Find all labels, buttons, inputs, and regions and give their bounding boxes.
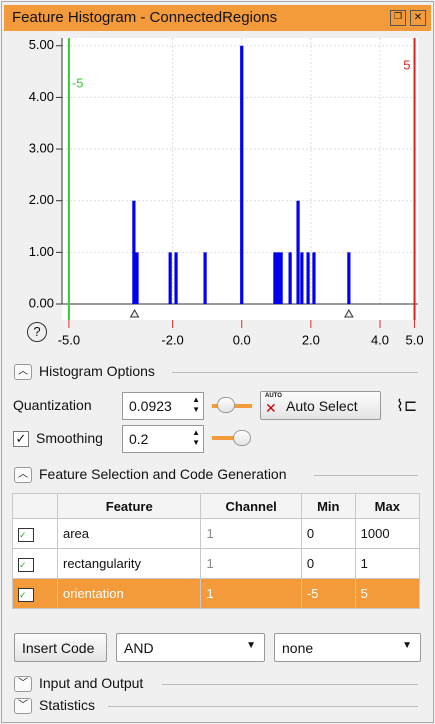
header-cell: Max (354, 493, 421, 519)
section-title: Feature Selection and Code Generation (39, 466, 287, 482)
header-cell: Channel (200, 493, 302, 519)
upper-threshold-label: 5 (403, 57, 410, 72)
section-title: Histogram Options (39, 363, 155, 379)
help-button[interactable]: ? (27, 322, 47, 342)
bar (347, 252, 351, 304)
auto-select-button[interactable]: AUTO ✕ Auto Select (260, 391, 381, 420)
header-cell: Feature (56, 493, 202, 519)
x-tick-label: 4.0 (371, 332, 389, 347)
range-marker (344, 308, 354, 318)
table-row[interactable]: ✓ orientation 1 -5 5 (12, 578, 421, 609)
checkbox[interactable]: ✓ (13, 431, 29, 447)
table-cell: rectangularity (56, 548, 202, 579)
table-cell: 1 (354, 548, 421, 579)
bar (300, 252, 304, 304)
float-button[interactable]: ❐ (390, 10, 406, 26)
target-combo[interactable]: none ▼ (274, 633, 421, 662)
lower-threshold-label: -5 (72, 75, 84, 90)
plot-background (62, 38, 418, 320)
button-label: Auto Select (286, 398, 358, 414)
table-cell: orientation (56, 578, 202, 609)
x-tick-label: 0.0 (233, 332, 251, 347)
table-cell: 1000 (354, 518, 421, 549)
y-tick-label: 1.00 (29, 244, 54, 259)
close-button[interactable]: ✕ (410, 10, 426, 26)
spinbox[interactable]: 0.2 ▲ ▼ (122, 425, 204, 453)
spinbox-value: 0.0923 (129, 398, 172, 414)
x-tick-label: 5.0 (406, 332, 424, 347)
y-tick-label: 4.00 (29, 89, 54, 104)
bar (203, 252, 207, 304)
button-label: Insert Code (22, 640, 95, 656)
slider[interactable] (212, 436, 236, 440)
feature-icon: ✓ (12, 578, 58, 609)
feature-icon: ✓ (12, 518, 58, 549)
table-cell: -5 (300, 578, 356, 609)
bar (240, 45, 244, 305)
icon: ✕ (265, 400, 277, 416)
operator-combo[interactable]: AND ▼ (116, 633, 265, 662)
table-cell: 1 (200, 518, 302, 549)
window-title: Feature Histogram - ConnectedRegions (12, 9, 278, 26)
expand-button[interactable]: ﹀ (14, 676, 32, 692)
bar (279, 252, 283, 304)
bar (132, 200, 136, 304)
table-cell: 1 (200, 548, 302, 579)
section-title: Statistics (39, 697, 96, 713)
combo-value: AND (124, 640, 154, 656)
separator (162, 684, 418, 685)
table-row[interactable]: ✓ rectangularity 1 0 1 (12, 548, 421, 579)
header-cell: Min (300, 493, 356, 519)
bar (168, 252, 172, 304)
table-cell: 0 (300, 518, 356, 549)
bar (312, 252, 316, 304)
plot-icon[interactable]: ⌇⊏ (396, 398, 418, 415)
separator (172, 372, 418, 373)
y-tick-label: 5.00 (29, 37, 54, 52)
table-cell: area (56, 518, 202, 549)
bar (296, 200, 300, 304)
x-tick-label: 2.0 (302, 332, 320, 347)
table-cell: 1 (200, 578, 302, 609)
bar (273, 252, 277, 304)
expand-button[interactable]: ﹀ (14, 698, 32, 714)
separator (108, 706, 418, 707)
bar (135, 252, 139, 304)
section-title: Input and Output (39, 675, 144, 691)
label: Quantization (13, 397, 92, 413)
insert-code-button[interactable]: Insert Code (14, 633, 107, 662)
table-row[interactable]: ✓ area 1 0 1000 (12, 518, 421, 549)
bar (174, 252, 178, 304)
slider-handle[interactable] (233, 430, 251, 446)
bar (288, 252, 292, 304)
spinbox[interactable]: 0.0923 ▲ ▼ (122, 392, 204, 420)
bar (276, 252, 280, 304)
collapse-button[interactable]: ︿ (14, 467, 32, 483)
y-tick-label: 3.00 (29, 140, 54, 155)
header-cell (12, 493, 58, 519)
x-tick-label: -2.0 (161, 332, 183, 347)
range-marker (129, 308, 140, 318)
icon-label: AUTO (265, 393, 282, 399)
spinbox-value: 0.2 (129, 431, 149, 447)
combo-value: none (282, 640, 314, 656)
title-bar: Feature Histogram - ConnectedRegions (4, 5, 431, 31)
separator (314, 475, 418, 476)
feature-table: Feature Channel Min Max ✓ area 1 0 1000 ✓ rectangu… (12, 493, 421, 609)
collapse-button[interactable]: ︿ (14, 364, 32, 380)
label: Smoothing (36, 430, 103, 446)
table-cell: 5 (354, 578, 421, 609)
table-cell: 0 (300, 548, 356, 579)
feature-icon: ✓ (12, 548, 58, 579)
slider-handle[interactable] (217, 397, 235, 413)
bar (306, 252, 310, 304)
histogram-chart: 0.00 1.00 2.00 3.00 4.00 5.00 -5.0 -2.0 0.0 2.0 4.… (29, 37, 424, 347)
x-tick-label: -5.0 (58, 332, 80, 347)
y-tick-label: 2.00 (29, 192, 54, 207)
header-row: Feature Channel Min Max (12, 493, 421, 519)
y-tick-label: 0.00 (29, 295, 54, 310)
